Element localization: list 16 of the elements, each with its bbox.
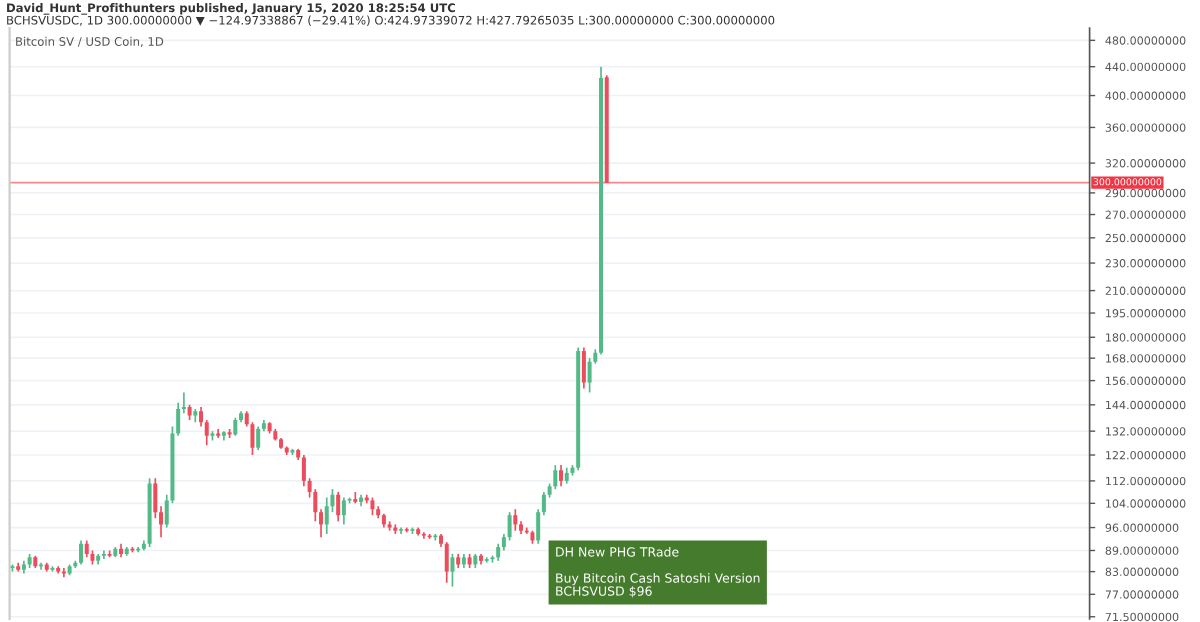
candlestick [233, 416, 238, 437]
candlestick [79, 539, 84, 566]
candlestick [450, 553, 455, 588]
candlestick [444, 541, 449, 584]
candlestick [587, 357, 592, 394]
candlestick [513, 508, 518, 532]
candlestick [336, 491, 341, 523]
candlestick [101, 549, 106, 560]
candlestick [421, 531, 426, 540]
candlestick [341, 496, 346, 526]
candlestick [324, 496, 329, 535]
candlestick [256, 425, 261, 451]
candlestick [559, 464, 564, 488]
candlestick [507, 511, 512, 542]
candlestick [581, 346, 586, 390]
candlestick [553, 464, 558, 490]
